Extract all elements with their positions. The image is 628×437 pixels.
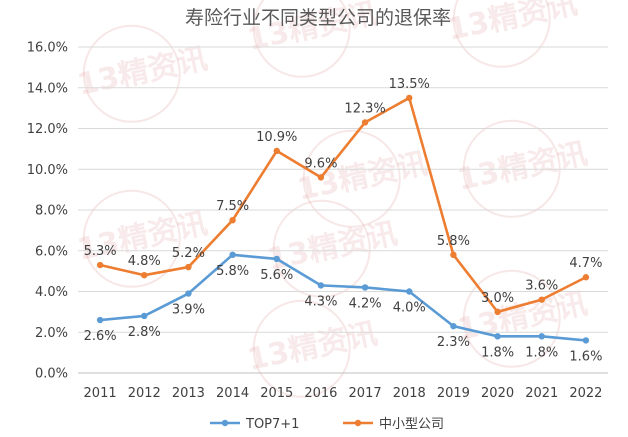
y-tick-label: 6.0% [35, 244, 68, 259]
gridlines [78, 46, 608, 374]
watermark-text: 13精资讯 [244, 316, 380, 378]
data-point [582, 337, 590, 344]
data-label: 1.8% [525, 345, 558, 360]
data-label: 4.3% [304, 294, 337, 309]
data-label: 4.7% [569, 256, 602, 271]
watermark-ring [462, 119, 561, 218]
data-label: 3.6% [525, 279, 558, 294]
legend-marker [354, 419, 362, 427]
data-point [96, 261, 104, 269]
data-point [450, 322, 457, 330]
y-tick-label: 16.0% [27, 41, 68, 56]
watermark-ring [252, 299, 351, 398]
data-label: 5.8% [437, 234, 470, 249]
watermark-text: 13精资讯 [454, 136, 590, 198]
data-point [361, 284, 369, 291]
data-label: 2.8% [128, 325, 161, 340]
watermark: 13精资讯 [74, 189, 211, 288]
data-label: 5.3% [84, 244, 117, 259]
y-tick-label: 4.0% [35, 285, 68, 300]
data-label: 3.0% [481, 291, 514, 306]
data-point [450, 251, 457, 259]
x-axis-ticks: 2011 2012 2013 2014 2015 2016 2017 2018 2019 2020… [84, 386, 603, 401]
watermark-ring [252, 0, 351, 78]
data-point [141, 272, 148, 279]
x-tick-label: 2017 [349, 386, 382, 401]
data-label: 7.5% [216, 199, 249, 214]
x-tick-label: 2013 [172, 386, 205, 401]
x-tick-label: 2011 [84, 386, 117, 401]
watermark: 13精资讯 [454, 119, 591, 218]
x-tick-label: 2021 [525, 386, 558, 401]
data-point [317, 174, 325, 181]
data-label: 1.6% [569, 349, 602, 364]
series-layer [96, 94, 590, 344]
data-label: 3.9% [172, 303, 205, 318]
data-label: 13.5% [389, 77, 430, 92]
watermark: 13精资讯 [294, 129, 431, 228]
watermark-ring [82, 24, 181, 123]
data-point [229, 216, 236, 224]
legend: TOP7+1 中小型公司 [210, 417, 444, 432]
x-tick-label: 2015 [260, 386, 293, 401]
data-label: 10.9% [256, 130, 297, 145]
watermark-ring [82, 189, 181, 288]
data-label: 2.6% [84, 329, 117, 344]
data-label: 4.0% [393, 301, 426, 316]
data-label: 5.2% [172, 246, 205, 261]
x-tick-label: 2020 [481, 386, 514, 401]
y-tick-label: 0.0% [35, 367, 68, 382]
chart-title: 寿险行业不同类型公司的退保率 [185, 7, 451, 29]
x-tick-label: 2019 [437, 386, 470, 401]
data-point [229, 251, 236, 259]
data-label: 9.6% [304, 156, 337, 171]
y-tick-label: 2.0% [35, 326, 68, 341]
legend-label: 中小型公司 [379, 417, 444, 432]
series-line-1 [99, 96, 587, 314]
watermark-text: 13精资讯 [74, 41, 210, 103]
data-point [494, 333, 501, 340]
watermark: 13精资讯 [74, 24, 211, 123]
y-tick-label: 14.0% [27, 81, 68, 96]
data-point [317, 282, 325, 289]
y-tick-label: 8.0% [35, 204, 68, 219]
data-point [406, 288, 413, 295]
data-point [185, 290, 192, 297]
data-point [96, 316, 104, 324]
data-point [494, 308, 501, 316]
data-point [273, 147, 280, 155]
watermark: 13精资讯 [444, 0, 581, 68]
data-point [361, 119, 369, 126]
data-label: 2.3% [437, 335, 470, 350]
data-point [185, 263, 192, 271]
watermark-ring [452, 0, 551, 68]
y-tick-label: 12.0% [27, 122, 68, 137]
data-point [406, 94, 413, 102]
data-label: 4.2% [349, 296, 382, 311]
x-tick-label: 2018 [393, 386, 426, 401]
x-tick-label: 2022 [569, 386, 602, 401]
watermark-text: 13精资讯 [444, 0, 580, 48]
data-point [141, 312, 148, 320]
data-point [538, 296, 545, 303]
data-label: 4.8% [128, 254, 161, 269]
series-line-0 [99, 253, 587, 342]
legend-marker [221, 419, 229, 427]
data-point [273, 255, 280, 263]
data-label: 12.3% [344, 101, 385, 116]
data-label: 5.6% [260, 268, 293, 283]
data-point [582, 274, 590, 281]
data-label: 5.8% [216, 264, 249, 279]
data-point [538, 333, 545, 340]
data-label: 1.8% [481, 345, 514, 360]
x-tick-label: 2012 [128, 386, 161, 401]
x-tick-label: 2016 [304, 386, 337, 401]
legend-label: TOP7+1 [245, 417, 299, 432]
y-tick-label: 10.0% [27, 163, 68, 178]
data-labels: 2.6% 2.8% 3.9% 5.8% 5.6% 4.3% 4.2% 4.0% 2.3% 1.8%… [84, 77, 603, 364]
x-tick-label: 2014 [216, 386, 249, 401]
y-axis-ticks: 0.0% 2.0% 4.0% 6.0% 8.0% 10.0% 12.0% 14.0% 16.0% [27, 41, 68, 382]
